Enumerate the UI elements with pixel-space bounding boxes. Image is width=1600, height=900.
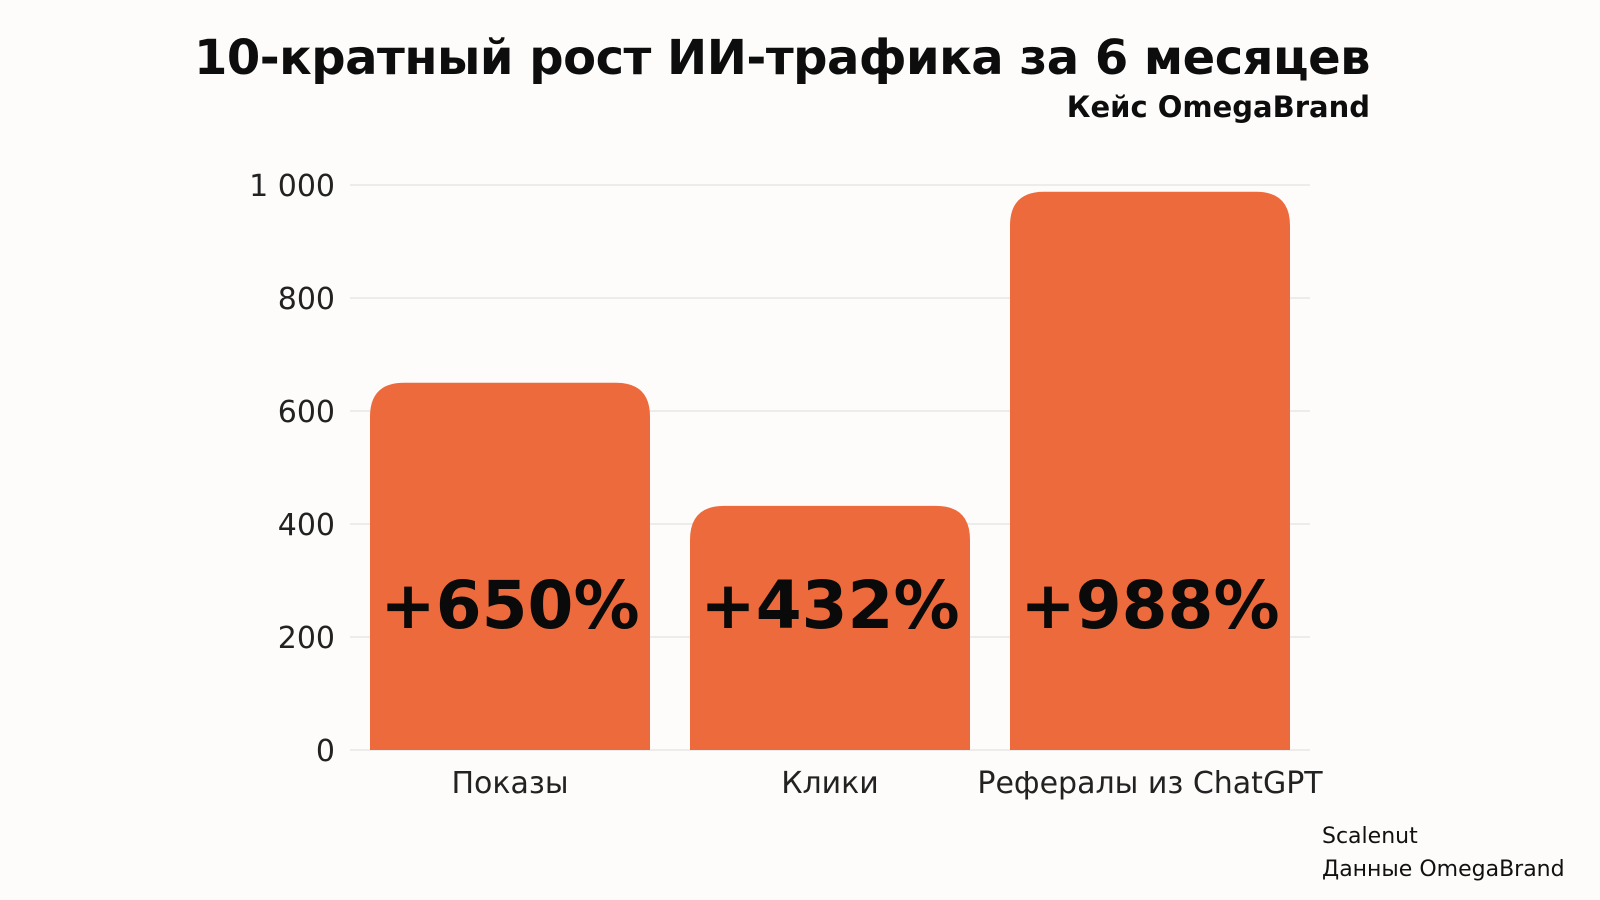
y-tick-label: 0 (316, 734, 335, 769)
source-line-1: Scalenut (1322, 824, 1418, 849)
data-labels: +650% +432% +988% (380, 567, 1279, 644)
bars (370, 191, 1290, 750)
y-tick-label: 800 (278, 282, 335, 317)
bar-1 (370, 382, 650, 750)
chart-subtitle: Кейс OmegaBrand (1066, 90, 1370, 124)
bar-3 (1010, 191, 1290, 750)
category-label-1: Показы (451, 766, 568, 801)
y-tick-label: 200 (278, 621, 335, 656)
chart-title: 10-кратный рост ИИ-трафика за 6 месяцев (193, 30, 1371, 86)
source-line-2: Данные OmegaBrand (1322, 857, 1565, 882)
y-axis-ticks: 0 200 400 600 800 1 000 (249, 169, 335, 769)
y-tick-label: 400 (278, 508, 335, 543)
y-tick-label: 1 000 (249, 169, 335, 204)
category-label-2: Клики (781, 766, 879, 801)
data-label-1: +650% (380, 567, 639, 644)
x-axis-categories: Показы Клики Рефералы из ChatGPT (451, 766, 1323, 801)
data-label-3: +988% (1020, 567, 1279, 644)
data-label-2: +432% (700, 567, 959, 644)
bar-2 (690, 505, 970, 750)
y-tick-label: 600 (278, 395, 335, 430)
category-label-3: Рефералы из ChatGPT (977, 766, 1323, 801)
source-note: Scalenut Данные OmegaBrand (1322, 820, 1565, 886)
